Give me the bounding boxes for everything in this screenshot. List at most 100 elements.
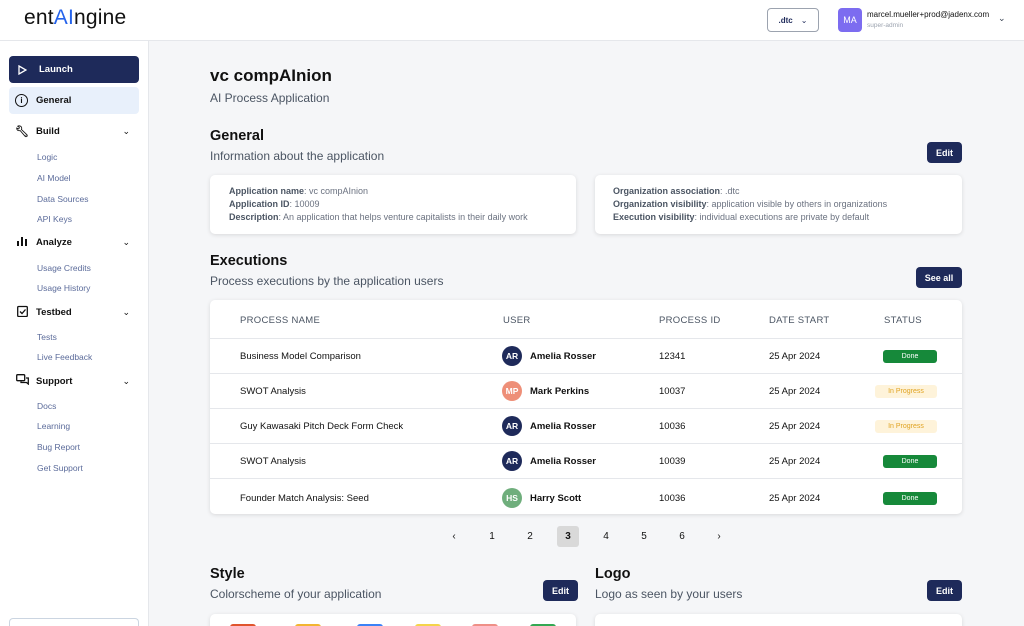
table-row[interactable]: SWOT Analysis AR Amelia Rosser 10039 25 A… (210, 443, 962, 478)
process-name: Guy Kawasaki Pitch Deck Form Check (240, 421, 404, 432)
color-swatch[interactable] (357, 624, 383, 626)
general-section-title: General (210, 128, 264, 144)
color-swatch[interactable] (530, 624, 556, 626)
color-swatch[interactable] (415, 624, 441, 626)
avatar: AR (502, 346, 522, 366)
user-name: Amelia Rosser (530, 420, 597, 432)
process-name: SWOT Analysis (240, 386, 306, 397)
see-all-button[interactable]: See all (916, 267, 962, 288)
user-avatar[interactable]: MA (838, 8, 862, 32)
clipboard-check-icon (14, 305, 30, 320)
sidebar-item-docs[interactable]: Docs (37, 401, 57, 411)
logo-text-pre: ent (24, 6, 54, 29)
user-email[interactable]: marcel.mueller+prod@jadenx.com (867, 10, 990, 19)
date-start: 25 Apr 2024 (769, 493, 821, 504)
top-bar: entAIngine .dtc ⌄ MA marcel.mueller+prod… (0, 0, 1024, 41)
info-icon: i (15, 94, 28, 107)
avatar: AR (502, 416, 522, 436)
process-id: 10036 (659, 421, 686, 432)
pagination-page-3-current[interactable]: 3 (557, 526, 579, 547)
launch-button[interactable]: Launch (9, 56, 139, 83)
table-row[interactable]: Business Model Comparison AR Amelia Rosse… (210, 338, 962, 373)
pagination-page-2[interactable]: 2 (527, 531, 533, 542)
sidebar: Launch i General 🔧︎ Build ⌄ Logic AI Mod… (0, 41, 149, 626)
pagination-page-4[interactable]: 4 (603, 531, 609, 542)
sidebar-item-live-feedback[interactable]: Live Feedback (37, 352, 93, 362)
logo-section-subtitle: Logo as seen by your users (595, 587, 743, 601)
sidebar-group-testbed[interactable]: Testbed ⌄ (14, 305, 134, 320)
sidebar-group-support[interactable]: Support ⌄ (14, 374, 134, 388)
pagination-page-1[interactable]: 1 (489, 531, 495, 542)
chevron-down-icon: ⌄ (800, 15, 808, 25)
user-menu-chevron-icon[interactable]: ⌄ (998, 13, 1006, 23)
process-id: 12341 (659, 351, 686, 362)
color-swatch[interactable] (295, 624, 321, 626)
process-id: 10037 (659, 386, 686, 397)
pagination-page-5[interactable]: 5 (641, 531, 647, 542)
organization-select-value: .dtc (778, 15, 793, 25)
executions-section-subtitle: Process executions by the application us… (210, 274, 444, 288)
column-header-status[interactable]: STATUS (884, 315, 922, 326)
sidebar-item-get-support[interactable]: Get Support (37, 463, 83, 473)
process-id: 10036 (659, 493, 686, 504)
style-section-subtitle: Colorscheme of your application (210, 587, 382, 601)
sidebar-item-general-label: General (36, 95, 72, 106)
sidebar-bottom-panel[interactable] (9, 618, 139, 626)
column-header-process-id[interactable]: PROCESS ID (659, 315, 721, 326)
date-start: 25 Apr 2024 (769, 351, 821, 362)
info-organization-visibility: Organization visibility: application vis… (613, 199, 888, 209)
executions-section-title: Executions (210, 253, 288, 269)
pagination-prev-button[interactable]: ‹ (452, 531, 456, 542)
general-section-subtitle: Information about the application (210, 149, 385, 163)
column-header-user[interactable]: USER (503, 315, 531, 326)
app-logo[interactable]: entAIngine (24, 6, 126, 30)
style-edit-button[interactable]: Edit (543, 580, 578, 601)
logo-card (595, 614, 962, 626)
sidebar-group-analyze[interactable]: Analyze ⌄ (14, 236, 134, 249)
pagination-page-6[interactable]: 6 (679, 531, 685, 542)
sidebar-item-learning[interactable]: Learning (37, 421, 71, 431)
process-id: 10039 (659, 456, 686, 467)
sidebar-item-bug-report[interactable]: Bug Report (37, 442, 80, 452)
user-name: Harry Scott (530, 492, 582, 504)
date-start: 25 Apr 2024 (769, 386, 821, 397)
pagination-next-button[interactable]: › (717, 531, 721, 542)
column-header-process-name[interactable]: PROCESS NAME (240, 315, 321, 326)
sidebar-item-ai-model[interactable]: AI Model (37, 173, 71, 183)
sidebar-item-data-sources[interactable]: Data Sources (37, 194, 89, 204)
table-row[interactable]: SWOT Analysis MP Mark Perkins 10037 25 Ap… (210, 373, 962, 408)
sidebar-group-label: Analyze (36, 237, 72, 248)
info-organization-association: Organization association: .dtc (613, 186, 740, 196)
chevron-down-icon: ⌄ (122, 126, 130, 136)
chevron-down-icon: ⌄ (122, 375, 130, 386)
sidebar-group-build[interactable]: 🔧︎ Build ⌄ (14, 125, 134, 138)
general-info-card: Application name: vc compAInion Applicat… (210, 175, 576, 234)
organization-select[interactable]: .dtc ⌄ (767, 8, 819, 32)
status-badge: Done (883, 350, 937, 363)
sidebar-group-label: Support (36, 375, 73, 387)
sidebar-item-usage-credits[interactable]: Usage Credits (37, 263, 91, 273)
general-edit-button[interactable]: Edit (927, 142, 962, 163)
date-start: 25 Apr 2024 (769, 421, 821, 432)
color-swatch[interactable] (230, 624, 256, 626)
avatar: MP (502, 381, 522, 401)
color-swatch[interactable] (472, 624, 498, 626)
chat-bubbles-icon (14, 374, 30, 388)
info-description: Description: An application that helps v… (229, 212, 528, 222)
logo-edit-button[interactable]: Edit (927, 580, 962, 601)
executions-table: PROCESS NAME USER PROCESS ID DATE START … (210, 300, 962, 514)
table-row[interactable]: Guy Kawasaki Pitch Deck Form Check AR Ame… (210, 408, 962, 443)
sidebar-group-label: Build (36, 126, 60, 137)
chevron-down-icon: ⌄ (122, 307, 130, 317)
table-row[interactable]: Founder Match Analysis: Seed HS Harry Sco… (210, 478, 962, 513)
sidebar-group-label: Testbed (36, 307, 72, 318)
logo-section-title: Logo (595, 566, 631, 582)
sidebar-item-tests[interactable]: Tests (37, 332, 57, 342)
sidebar-item-api-keys[interactable]: API Keys (37, 214, 72, 224)
sidebar-item-logic[interactable]: Logic (37, 152, 58, 162)
process-name: SWOT Analysis (240, 456, 306, 467)
user-cell: AR Amelia Rosser (502, 451, 596, 471)
sidebar-item-usage-history[interactable]: Usage History (37, 283, 91, 293)
column-header-date-start[interactable]: DATE START (769, 315, 830, 326)
sidebar-item-general[interactable]: i General (9, 87, 139, 114)
